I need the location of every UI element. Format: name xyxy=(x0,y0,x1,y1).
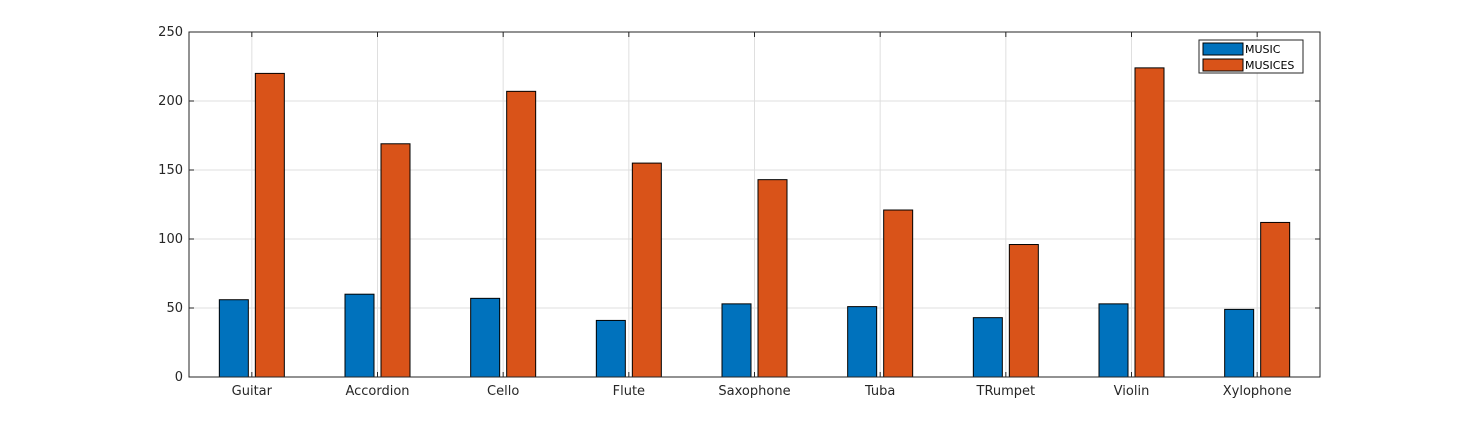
y-tick-label: 100 xyxy=(158,232,183,247)
bar-music-flute xyxy=(595,319,626,378)
y-tick-label: 50 xyxy=(166,301,183,316)
bar-musices-cello xyxy=(506,90,537,378)
x-tick-label: Tuba xyxy=(864,384,895,399)
x-tick-label: Xylophone xyxy=(1223,384,1292,399)
y-tick-label: 200 xyxy=(158,94,183,109)
bar-musices-saxophone xyxy=(757,179,788,378)
x-tick-label: TRumpet xyxy=(976,384,1036,399)
bars xyxy=(218,67,1291,378)
y-tick-label: 250 xyxy=(158,25,183,40)
legend-label-musices: MUSICES xyxy=(1245,59,1294,72)
axis-ticks: 0 50 100 150 200 250 Guitar Accordion Cello Flute… xyxy=(158,25,1320,399)
bar-musices-xylophone xyxy=(1260,221,1291,378)
bar-musices-tuba xyxy=(883,209,914,378)
legend: MUSIC MUSICES xyxy=(1198,39,1304,74)
grid-lines xyxy=(189,31,1320,378)
bar-music-xylophone xyxy=(1224,308,1255,378)
bar-music-saxophone xyxy=(721,303,752,378)
bar-musices-guitar xyxy=(254,72,285,378)
x-tick-label: Violin xyxy=(1114,384,1150,399)
legend-label-music: MUSIC xyxy=(1245,43,1281,56)
bar-music-accordion xyxy=(344,293,375,378)
bar-music-trumpet xyxy=(972,317,1003,378)
x-tick-label: Saxophone xyxy=(718,384,790,399)
x-tick-label: Accordion xyxy=(345,384,409,399)
bar-music-violin xyxy=(1098,303,1129,378)
bar-music-cello xyxy=(470,297,501,378)
bar-musices-flute xyxy=(631,162,662,378)
y-tick-label: 150 xyxy=(158,163,183,178)
y-tick-label: 0 xyxy=(175,370,183,385)
bar-musices-violin xyxy=(1134,67,1165,378)
x-tick-label: Flute xyxy=(613,384,645,399)
bar-musices-trumpet xyxy=(1008,244,1039,378)
legend-swatch-musices xyxy=(1202,58,1244,72)
x-tick-label: Cello xyxy=(487,384,519,399)
legend-swatch-music xyxy=(1202,42,1244,56)
bar-musices-accordion xyxy=(380,143,411,378)
x-tick-label: Guitar xyxy=(232,384,273,399)
bar-music-tuba xyxy=(847,306,878,378)
bar-music-guitar xyxy=(218,299,249,378)
